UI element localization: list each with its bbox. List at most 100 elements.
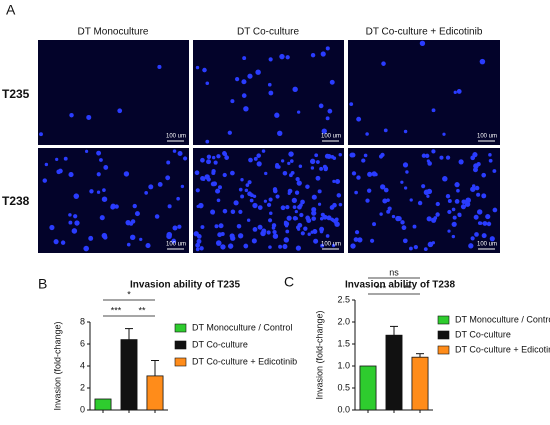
nucleus	[310, 52, 316, 58]
nucleus	[419, 40, 426, 46]
nucleus	[403, 129, 408, 134]
nucleus	[202, 67, 207, 73]
nucleus	[474, 232, 479, 237]
nucleus	[310, 166, 315, 170]
nucleus	[157, 182, 163, 187]
nucleus	[456, 89, 462, 94]
nucleus	[371, 171, 377, 177]
nucleus	[290, 159, 294, 163]
nucleus	[335, 178, 341, 184]
nucleus	[383, 187, 389, 193]
nucleus	[69, 112, 74, 118]
nucleus	[470, 155, 476, 161]
nucleus	[279, 53, 285, 60]
nucleus	[86, 114, 92, 120]
nucleus	[88, 235, 94, 241]
y-tick-label: 4	[80, 360, 85, 370]
nucleus	[280, 205, 286, 211]
nucleus	[195, 242, 201, 248]
nucleus	[257, 224, 263, 230]
nucleus	[431, 217, 437, 223]
nucleus	[211, 170, 216, 175]
nucleus	[311, 194, 317, 200]
nucleus	[329, 205, 335, 210]
significance-label: *	[127, 289, 131, 299]
legend-swatch	[437, 345, 450, 355]
nucleus	[326, 215, 332, 221]
nucleus	[230, 235, 236, 241]
nucleus	[206, 154, 212, 160]
nucleus	[451, 221, 457, 227]
nucleus	[284, 224, 289, 228]
nucleus	[237, 233, 244, 239]
nucleus	[316, 160, 320, 164]
nucleus	[479, 221, 483, 225]
column-header: DT Co-culture + Edicotinib	[366, 27, 483, 38]
nucleus	[249, 198, 254, 203]
bar	[359, 365, 377, 411]
nucleus	[331, 243, 336, 248]
nucleus	[68, 213, 72, 217]
nucleus	[349, 102, 354, 106]
nucleus	[96, 150, 102, 156]
nucleus	[366, 188, 372, 193]
nucleus	[222, 172, 227, 178]
nucleus	[125, 220, 131, 226]
legend-swatch	[174, 323, 187, 333]
nucleus	[215, 188, 221, 194]
nucleus	[266, 230, 271, 235]
nucleus	[464, 201, 471, 207]
row-label: T238	[2, 194, 30, 208]
nucleus	[205, 81, 210, 86]
y-tick-label: 2	[80, 382, 85, 392]
y-tick-label: 2.0	[337, 316, 350, 326]
nucleus	[154, 214, 160, 219]
nucleus	[458, 159, 464, 165]
nucleus	[330, 217, 334, 222]
nucleus	[372, 222, 377, 227]
nucleus	[129, 234, 136, 241]
legend-swatch	[437, 315, 450, 325]
scale-bar-label: 100 um	[321, 134, 341, 140]
nucleus	[303, 226, 308, 231]
nucleus	[447, 209, 452, 215]
nucleus	[269, 211, 273, 216]
nucleus	[474, 185, 480, 191]
nucleus	[378, 154, 384, 159]
nucleus	[261, 149, 266, 153]
bar	[411, 356, 429, 411]
bar	[120, 339, 138, 411]
nucleus	[492, 207, 498, 213]
nucleus	[323, 166, 328, 172]
nucleus	[272, 233, 279, 239]
nucleus	[176, 196, 180, 201]
nucleus	[297, 204, 302, 210]
nucleus	[402, 162, 409, 168]
nucleus	[435, 201, 440, 207]
nucleus	[403, 186, 408, 190]
nucleus	[311, 210, 317, 216]
nucleus	[267, 82, 272, 87]
nucleus	[180, 184, 185, 189]
nucleus	[96, 172, 101, 177]
nucleus	[267, 218, 273, 223]
nucleus	[319, 217, 324, 221]
nucleus	[361, 158, 366, 163]
nucleus	[256, 153, 261, 158]
nucleus	[447, 229, 451, 233]
nucleus	[299, 212, 304, 218]
nucleus	[295, 176, 300, 182]
nucleus	[68, 220, 73, 225]
nucleus	[211, 155, 216, 160]
nucleus	[224, 155, 230, 160]
y-tick-label: 1.0	[337, 360, 350, 370]
nucleus	[288, 151, 294, 157]
scale-bar-label: 100 um	[166, 242, 186, 248]
nucleus	[350, 152, 356, 158]
legend-label: DT Co-culture + Edicotinib	[192, 356, 297, 366]
nucleus	[74, 220, 80, 226]
legend-swatch	[437, 330, 450, 340]
nucleus	[456, 188, 460, 193]
nucleus	[451, 207, 456, 212]
nucleus	[287, 161, 291, 166]
